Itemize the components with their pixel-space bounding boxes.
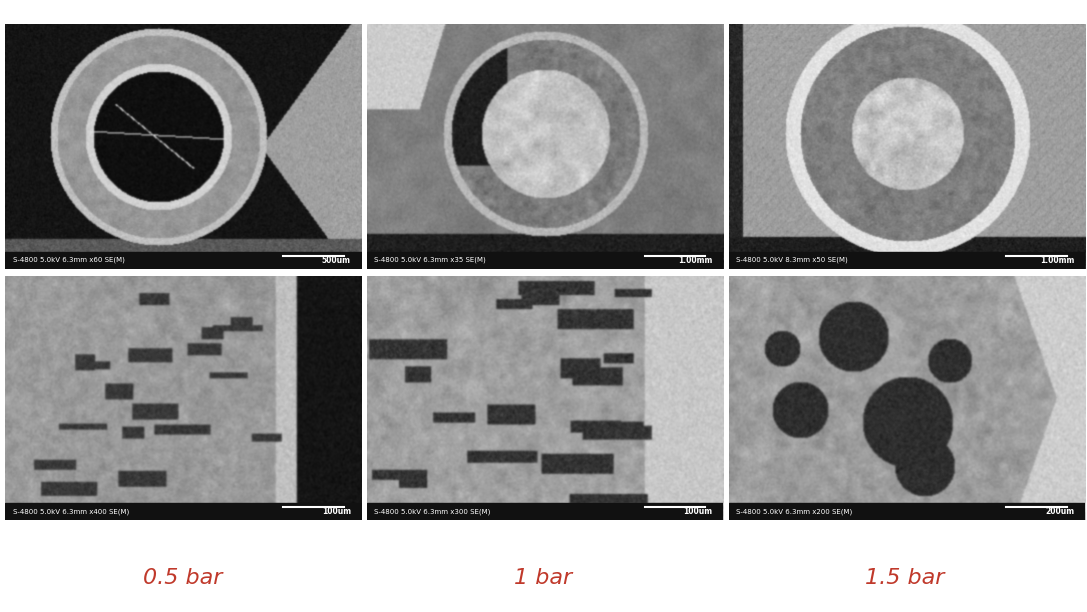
Bar — [367, 252, 723, 269]
Text: S-4800 5.0kV 8.3mm x50 SE(M): S-4800 5.0kV 8.3mm x50 SE(M) — [736, 257, 848, 263]
Text: S-4800 5.0kV 6.3mm x400 SE(M): S-4800 5.0kV 6.3mm x400 SE(M) — [13, 509, 128, 515]
Bar — [5, 503, 362, 520]
Bar — [728, 252, 1085, 269]
Text: S-4800 5.0kV 6.3mm x200 SE(M): S-4800 5.0kV 6.3mm x200 SE(M) — [736, 509, 852, 515]
Bar — [5, 252, 362, 269]
Bar — [367, 503, 723, 520]
Text: S-4800 5.0kV 6.3mm x60 SE(M): S-4800 5.0kV 6.3mm x60 SE(M) — [13, 257, 124, 263]
Text: 100um: 100um — [684, 507, 713, 516]
Text: 200um: 200um — [1045, 507, 1074, 516]
Text: 500um: 500um — [322, 256, 351, 264]
Text: 1.5 bar: 1.5 bar — [864, 569, 945, 588]
Text: 100um: 100um — [322, 507, 351, 516]
Text: S-4800 5.0kV 6.3mm x35 SE(M): S-4800 5.0kV 6.3mm x35 SE(M) — [374, 257, 486, 263]
Text: S-4800 5.0kV 6.3mm x300 SE(M): S-4800 5.0kV 6.3mm x300 SE(M) — [374, 509, 490, 515]
Text: 1.00mm: 1.00mm — [678, 256, 713, 264]
Bar — [728, 503, 1085, 520]
Text: 1.00mm: 1.00mm — [1040, 256, 1074, 264]
Text: 1 bar: 1 bar — [514, 569, 573, 588]
Text: 0.5 bar: 0.5 bar — [142, 569, 223, 588]
